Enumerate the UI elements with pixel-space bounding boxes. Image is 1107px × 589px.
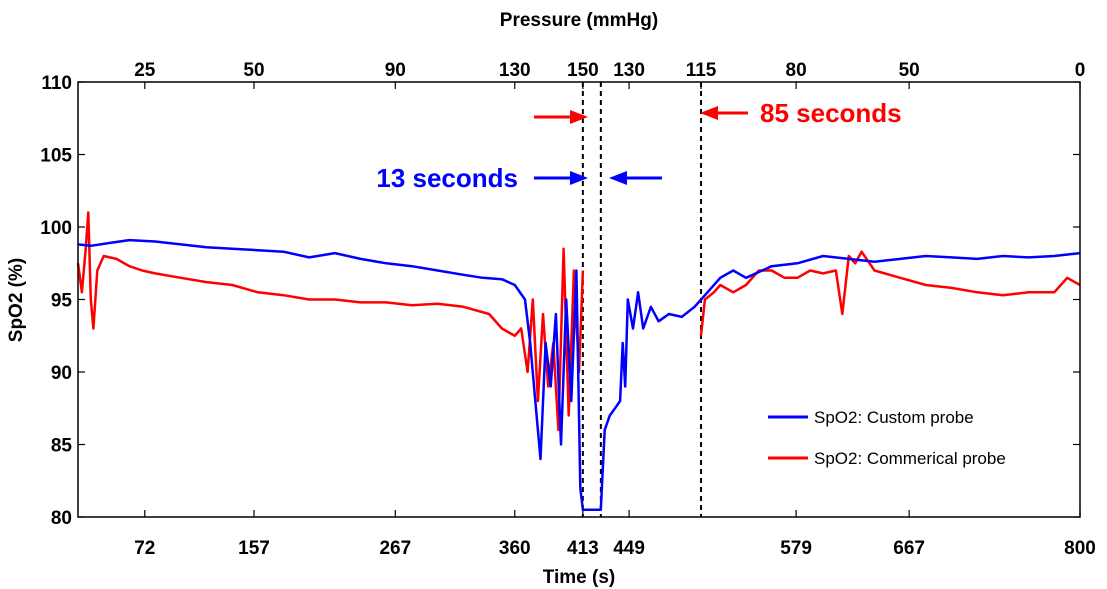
red-arrow-right-head <box>700 106 718 120</box>
x2-tick-label: 150 <box>567 60 599 81</box>
x-tick-label: 413 <box>567 538 599 559</box>
x2-tick-label: 115 <box>686 60 717 81</box>
annotation-13-seconds: 13 seconds <box>376 163 518 193</box>
x2-tick-label: 50 <box>243 60 264 81</box>
x2-tick-label: 0 <box>1075 60 1086 81</box>
x2-tick-label: 80 <box>786 60 807 81</box>
x-tick-label: 157 <box>238 538 270 559</box>
y-tick-label: 110 <box>41 73 72 94</box>
legend-label-custom: SpO2: Custom probe <box>814 408 974 427</box>
legend-label-commercial: SpO2: Commerical probe <box>814 449 1006 468</box>
x2-tick-label: 25 <box>134 60 156 81</box>
y-tick-label: 80 <box>51 508 72 529</box>
x-tick-label: 267 <box>379 538 411 559</box>
x2-tick-label: 50 <box>899 60 920 81</box>
ticks-layer: 80 85 90 95 100 105 110 72 157 267 360 413 449 579 667… <box>40 60 1096 559</box>
x2-tick-label: 90 <box>385 60 406 81</box>
y-tick-label: 95 <box>51 291 73 312</box>
series-line-commercial-1 <box>699 250 1081 336</box>
blue-arrow-right-head <box>609 171 627 185</box>
x-tick-label: 800 <box>1064 538 1096 559</box>
y-tick-label: 100 <box>40 218 72 239</box>
x2-axis-title: Pressure (mmHg) <box>500 10 658 31</box>
x-tick-label: 579 <box>780 538 812 559</box>
y-axis-title: SpO2 (%) <box>6 258 27 342</box>
annotation-layer: 85 seconds 13 seconds <box>376 98 901 193</box>
y-tick-label: 90 <box>51 363 72 384</box>
series-line-custom-0 <box>77 238 1081 512</box>
data-layer <box>76 82 1081 517</box>
blue-arrow-left-head <box>570 171 588 185</box>
x2-tick-label: 130 <box>499 60 531 81</box>
series-line-commercial-0 <box>76 211 585 432</box>
x2-tick-label: 130 <box>613 60 645 81</box>
x-tick-label: 360 <box>499 538 531 559</box>
x-axis-title: Time (s) <box>543 567 616 588</box>
x-tick-label: 72 <box>134 538 155 559</box>
x-tick-label: 449 <box>613 538 645 559</box>
annotation-85-seconds: 85 seconds <box>760 98 902 128</box>
x-tick-label: 667 <box>893 538 925 559</box>
legend: SpO2: Custom probe SpO2: Commerical prob… <box>752 398 1062 482</box>
y-tick-label: 105 <box>40 146 72 167</box>
y-tick-label: 85 <box>51 436 73 457</box>
legend-box <box>752 398 1062 482</box>
red-arrow-left-head <box>570 110 588 124</box>
